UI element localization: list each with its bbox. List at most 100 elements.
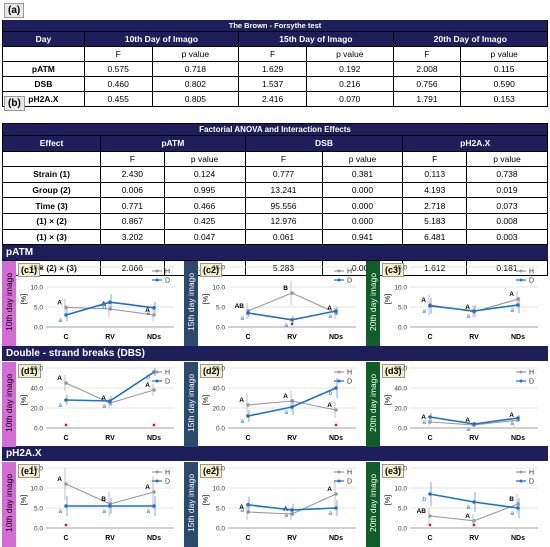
data-point-H (428, 420, 432, 424)
data-point-H (64, 482, 68, 486)
significance-letter: a (146, 508, 150, 515)
table-a-row: pATM 0.575 0.718 1.629 0.192 2.008 0.115 (2, 61, 548, 77)
line-chart: 20th day imago (d3) 0.0 20.0 40.0 60.0 [%] C RV N… (366, 362, 548, 447)
table-a-row-label: DSB (2, 76, 85, 92)
significance-letter: a (422, 419, 426, 426)
table-b-title: Factorial ANOVA and Interaction Effects (2, 123, 548, 136)
significance-letter: a (422, 308, 426, 315)
table-b-cell: 12.976 (244, 212, 323, 230)
table-b-row-label: Time (3) (1, 197, 102, 214)
line-chart: 10th day imago (c1) 0.0 5.0 10.0 15.0 [%] C RV ND… (2, 261, 184, 346)
y-tick-label: 0.0 (216, 426, 225, 433)
y-tick-label: 5.0 (216, 305, 225, 312)
legend-label: D (347, 379, 352, 386)
table-b-cell: 0.425 (163, 212, 246, 230)
significance-letter: a (58, 508, 62, 515)
table-b-cell: 0.995 (163, 181, 246, 199)
y-tick-label: 60.0 (30, 366, 43, 373)
data-point-D (64, 398, 68, 402)
x-tick-label: RV (469, 334, 479, 341)
y-tick-label: 10.0 (212, 285, 225, 292)
significance-letter: a (240, 315, 244, 322)
significance-letter: a (328, 510, 332, 517)
legend-label: D (529, 278, 534, 285)
legend-label: D (347, 479, 352, 486)
significance-letter: A (101, 395, 106, 402)
y-tick-label: 5.0 (216, 506, 225, 513)
table-b-cell: 0.941 (321, 228, 404, 246)
significance-letter: A (509, 412, 514, 419)
y-tick-label: 5.0 (34, 506, 43, 513)
data-point-D (334, 386, 338, 390)
significance-marker (64, 523, 68, 527)
section-ph2ax: pH2A.X (2, 446, 548, 461)
panel-tag: (e3) (382, 464, 405, 478)
x-tick-label: C (427, 334, 432, 341)
table-b-group-3: pH2A.X (402, 135, 548, 152)
day-sidebar: 10th day imago (2, 462, 16, 547)
significance-letter: A (509, 291, 514, 298)
legend-marker-H (337, 269, 341, 273)
y-axis-label: [%] (203, 294, 210, 304)
legend-label: H (347, 269, 352, 276)
chart-svg: 0.0 5.0 10.0 15.0 [%] C RV NDs AB B Aa a a HD (203, 265, 356, 341)
data-point-D (428, 415, 432, 419)
line-chart: 20th day imago (c3) 0.0 5.0 10.0 15.0 [%] C RV ND… (366, 261, 548, 346)
panel-tag: (c3) (382, 263, 405, 277)
table-b-cell: 13.241 (244, 181, 323, 199)
y-tick-label: 60.0 (212, 366, 225, 373)
data-point-H (472, 519, 476, 523)
table-b-cell: 0.003 (465, 228, 549, 246)
y-tick-label: 0.0 (34, 325, 43, 332)
legend-marker-H (337, 370, 341, 374)
x-tick-label: RV (287, 535, 297, 542)
y-tick-label: 20.0 (30, 406, 43, 413)
panel-tag: (e1) (18, 464, 41, 478)
y-tick-label: 20.0 (394, 406, 407, 413)
legend-label: H (165, 470, 170, 477)
x-tick-label: NDs (511, 435, 525, 442)
section-dsb: Double - strand breaks (DBS) (2, 346, 548, 361)
table-b-cell: 0.466 (163, 197, 246, 214)
x-tick-label: NDs (329, 334, 343, 341)
day-sidebar: 15th day imago (184, 261, 198, 346)
data-point-D (472, 309, 476, 313)
sub-f: F (83, 46, 153, 62)
data-point-D (334, 506, 338, 510)
legend-label: H (529, 370, 534, 377)
data-point-D (334, 309, 338, 313)
table-b-cell: 1.612 (402, 259, 467, 277)
significance-letter: AB (235, 303, 245, 310)
significance-letter: a (146, 310, 150, 317)
x-tick-label: RV (105, 334, 115, 341)
y-axis-label: [%] (203, 395, 210, 405)
sub-p: p value (151, 46, 240, 62)
chart-svg: 0.0 5.0 10.0 15.0 [%] C RV NDs A A Aa a a HD (385, 265, 538, 341)
legend-marker-D (337, 278, 341, 282)
significance-letter: A (239, 397, 244, 404)
table-b-group-1: pATM (100, 135, 246, 152)
table-b-cell: 0.777 (244, 166, 323, 183)
legend-marker-H (519, 269, 523, 273)
table-a-group-2: 15th Day of Imago (238, 31, 394, 47)
significance-letter: a (284, 512, 288, 519)
data-point-D (108, 504, 112, 508)
data-point-D (428, 304, 432, 308)
legend-label: H (165, 269, 170, 276)
x-tick-label: C (427, 535, 432, 542)
significance-letter: a (466, 426, 470, 433)
significance-letter: A (145, 484, 150, 491)
day-sidebar: 10th day imago (2, 362, 16, 447)
y-tick-label: 10.0 (394, 486, 407, 493)
table-a-cell: 0.153 (460, 91, 548, 107)
legend-label: D (529, 379, 534, 386)
legend-marker-D (519, 379, 523, 383)
significance-letter: a (240, 507, 244, 514)
data-point-H (152, 388, 156, 392)
table-b-cell: 0.073 (465, 197, 549, 214)
table-a-row: pH2A.X 0.455 0.805 2.416 0.070 1.791 0.153 (2, 91, 548, 107)
series-line-H (65, 483, 155, 505)
line-chart: 15th day imago (c2) 0.0 5.0 10.0 15.0 [%] C RV ND… (184, 261, 366, 346)
